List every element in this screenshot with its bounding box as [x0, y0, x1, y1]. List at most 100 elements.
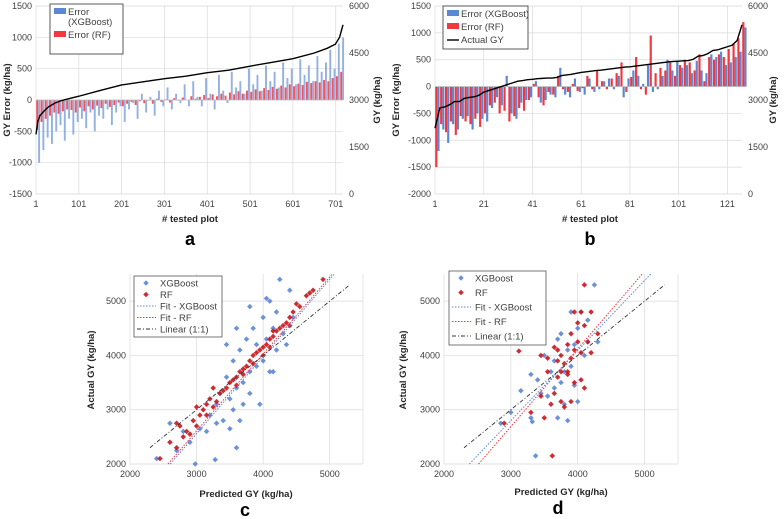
point-rf — [554, 358, 561, 364]
bar-error-rf — [688, 62, 691, 87]
point-xgboost — [571, 341, 578, 348]
y-tick-label: 4000 — [420, 350, 440, 360]
bar-error-xgboost — [456, 86, 460, 130]
bar-error-xgboost — [710, 54, 713, 87]
point-rf — [190, 417, 197, 424]
bar-error-xgboost — [59, 100, 62, 126]
point-rf — [549, 453, 556, 459]
bar-error-rf — [654, 73, 657, 87]
x-tick-label: 3000 — [501, 469, 521, 479]
legend-swatch — [447, 10, 459, 16]
bar-error-rf — [503, 86, 506, 111]
bar-error-rf — [310, 83, 313, 100]
bar-error-rf — [678, 65, 682, 87]
bar-error-xgboost — [342, 37, 345, 100]
y-tick-label: -500 — [413, 108, 431, 118]
y-tick-label: 500 — [416, 55, 431, 65]
legend-label: Error (RF) — [461, 22, 504, 33]
bar-error-rf — [109, 100, 111, 107]
bar-error-rf — [61, 100, 64, 112]
point-xgboost — [564, 417, 571, 424]
bar-error-xgboost — [539, 86, 542, 103]
point-rf — [286, 314, 293, 321]
bar-error-xgboost — [282, 62, 285, 100]
point-rf — [571, 347, 578, 353]
bar-error-xgboost — [549, 86, 552, 95]
point-rf — [551, 344, 558, 351]
bar-error-rf — [327, 81, 330, 100]
bar-error-xgboost — [685, 65, 689, 87]
point-rf — [173, 444, 180, 451]
bar-error-rf — [630, 76, 633, 87]
y-axis-title: GY Error (kg/ha) — [2, 63, 13, 136]
point-rf — [193, 404, 200, 410]
point-xgboost — [568, 363, 574, 370]
bar-error-rf — [36, 100, 39, 131]
bar-error-rf — [91, 100, 94, 110]
bar-error-xgboost — [76, 100, 79, 122]
legend-label: Fit - XGBoost — [160, 302, 217, 313]
bar-error-xgboost — [607, 78, 611, 87]
bar-error-xgboost — [515, 86, 518, 119]
bar-error-xgboost — [136, 100, 139, 119]
bar-error-rf — [87, 100, 90, 107]
y-tick-label: 1500 — [411, 1, 431, 11]
bar-error-xgboost — [500, 86, 503, 106]
bar-error-rf — [323, 79, 326, 100]
bar-error-rf — [66, 100, 69, 110]
y-axis-title: Actual GY (kg/ha) — [398, 330, 409, 409]
point-xgboost — [223, 374, 230, 380]
bar-error-xgboost — [705, 73, 708, 87]
bar-error-rf — [83, 100, 86, 112]
point-xgboost — [574, 398, 581, 405]
point-xgboost — [518, 387, 524, 394]
bar-error-xgboost — [578, 86, 581, 92]
bar-error-xgboost — [102, 100, 105, 119]
bar-error-rf — [228, 92, 231, 100]
bar-error-xgboost — [175, 93, 178, 100]
bar-error-xgboost — [491, 86, 494, 109]
bar-error-rf — [742, 22, 745, 87]
bar-error-xgboost — [651, 86, 654, 92]
legend-label: Linear (1:1) — [160, 325, 209, 336]
bar-error-xgboost — [187, 100, 190, 107]
bar-error-xgboost — [205, 78, 208, 100]
bar-error-rf — [151, 100, 154, 104]
bar-error-rf — [258, 91, 261, 100]
bar-error-xgboost — [593, 86, 596, 92]
x-tick-label: 101 — [671, 199, 686, 209]
legend-label: Fit - XGBoost — [475, 303, 532, 314]
legend-label: RF — [160, 290, 173, 301]
bar-error-xgboost — [98, 100, 100, 116]
legend-swatch — [54, 8, 66, 14]
legend-label-line: Error — [68, 7, 89, 18]
bar-error-rf — [40, 100, 43, 122]
y-tick-label: 3000 — [106, 405, 126, 415]
bar-error-rf — [440, 86, 443, 125]
bar-error-rf — [674, 75, 677, 87]
bar-error-rf — [96, 100, 99, 106]
bar-error-xgboost — [192, 81, 195, 100]
bar-error-xgboost — [744, 27, 747, 87]
bar-error-xgboost — [554, 86, 557, 98]
y-tick-label: -1000 — [9, 158, 32, 168]
point-rf — [571, 309, 578, 315]
bar-error-xgboost — [734, 57, 737, 87]
bar-error-xgboost — [55, 100, 58, 132]
point-xgboost — [192, 461, 199, 467]
point-rf — [554, 347, 561, 353]
bar-error-xgboost — [123, 100, 126, 122]
bar-error-rf — [561, 86, 565, 90]
bar-error-rf — [722, 57, 725, 87]
bar-error-rf — [664, 70, 667, 87]
bar-error-rf — [615, 73, 618, 87]
point-rf — [581, 282, 588, 288]
bar-error-xgboost — [739, 51, 742, 87]
bar-error-rf — [280, 85, 283, 100]
point-rf — [564, 371, 571, 378]
bar-error-xgboost — [632, 70, 635, 87]
point-rf — [544, 355, 551, 361]
point-rf — [197, 412, 203, 418]
point-rf — [528, 409, 534, 416]
point-xgboost — [534, 377, 541, 383]
